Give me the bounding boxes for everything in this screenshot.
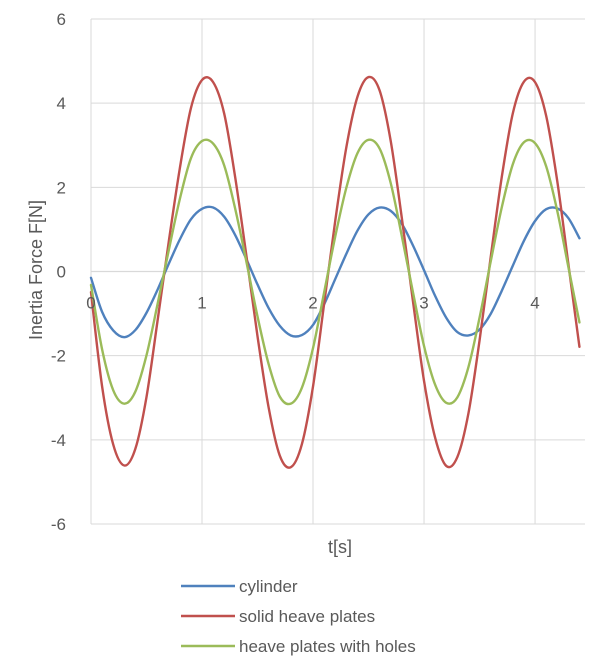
legend-label: solid heave plates (239, 607, 375, 626)
y-tick-labels: 6 4 2 0 -2 -4 -6 (51, 10, 66, 534)
x-tick-label: 4 (530, 294, 539, 313)
y-tick-label: 6 (57, 10, 66, 29)
y-axis-title: Inertia Force F[N] (26, 200, 46, 340)
series-line-1 (89, 75, 581, 469)
legend: cylinder solid heave plates heave plates w… (181, 577, 416, 656)
y-tick-label: 0 (57, 263, 66, 282)
y-tick-label: -2 (51, 347, 66, 366)
x-tick-label: 2 (308, 294, 317, 313)
x-axis-title: t[s] (328, 537, 352, 557)
y-tick-label: 4 (57, 94, 66, 113)
x-tick-label: 3 (419, 294, 428, 313)
series-line-2 (89, 138, 581, 406)
x-tick-labels: 0 1 2 3 4 (86, 294, 540, 313)
legend-label: cylinder (239, 577, 298, 596)
x-tick-label: 1 (197, 294, 206, 313)
series-lines (89, 75, 581, 469)
y-tick-label: 2 (57, 178, 66, 197)
series-line-0 (89, 205, 581, 339)
legend-label: heave plates with holes (239, 637, 416, 656)
x-tick-label: 0 (86, 294, 95, 313)
y-tick-label: -6 (51, 515, 66, 534)
y-tick-label: -4 (51, 431, 66, 450)
